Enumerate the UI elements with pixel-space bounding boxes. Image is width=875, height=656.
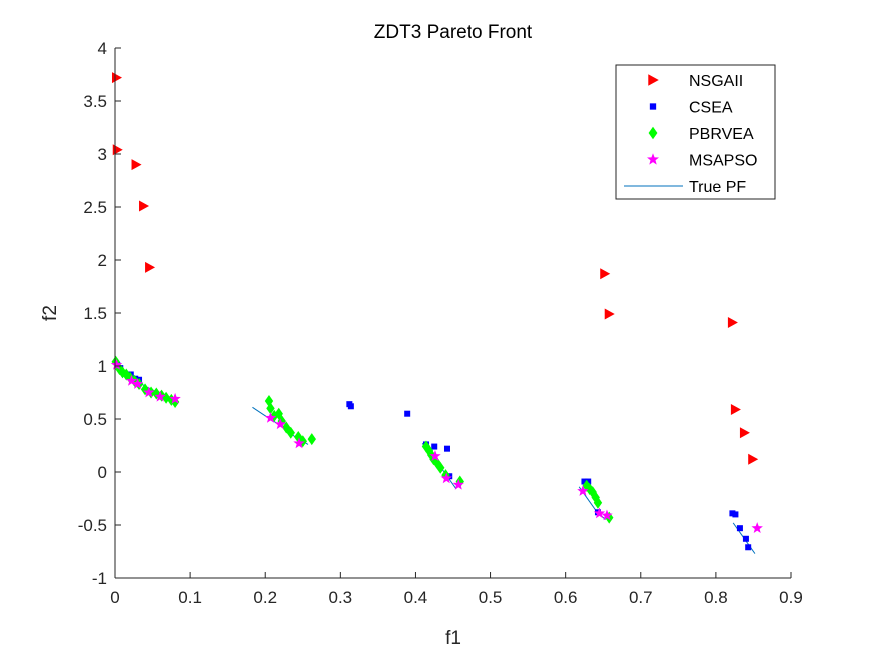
y-tick-label: 3: [98, 145, 107, 164]
pbrvea-point: [286, 426, 295, 439]
x-tick-label: 0.5: [479, 588, 503, 607]
legend-swatch-msapso: [647, 153, 659, 165]
msapso-point: [751, 522, 763, 534]
msapso-point: [110, 358, 123, 370]
msapso-point: [440, 472, 452, 484]
legend: NSGAII CSEA PBRVEA MSAPSO True PF: [615, 64, 776, 200]
csea-point: [443, 445, 450, 452]
legend-swatch-csea: [649, 103, 657, 110]
axes-layer: 0 0.1 0.2 0.3 0.4 0.5 0.6 0.7 0.8 0.9 -1 -0.5 0 0.5 1 1…: [78, 39, 803, 607]
x-tick-label: 0.8: [704, 588, 728, 607]
x-tick-label: 0.6: [554, 588, 578, 607]
nsgaii-point: [604, 308, 615, 320]
nsgaii-point: [727, 317, 738, 329]
legend-label-true-pf: True PF: [689, 179, 746, 196]
legend-swatch-nsgaii: [648, 74, 659, 86]
nsgaii-point: [131, 159, 142, 171]
csea-point: [742, 535, 749, 542]
legend-label-pbrvea: PBRVEA: [689, 126, 754, 143]
x-tick-label: 0.1: [178, 588, 202, 607]
csea-point: [347, 403, 354, 410]
pbrvea-point: [118, 366, 127, 379]
pbrvea-point: [122, 368, 131, 381]
csea-point: [446, 473, 453, 480]
y-tick-label: -1: [92, 569, 107, 588]
x-tick-label: 0.9: [779, 588, 803, 607]
chart-title: ZDT3 Pareto Front: [374, 22, 533, 43]
x-tick-label: 0.2: [253, 588, 277, 607]
pbrvea-point: [593, 496, 603, 509]
msapso-point: [131, 378, 144, 389]
csea-point: [585, 478, 592, 485]
y-tick-label: 0: [98, 463, 107, 482]
csea-point: [745, 544, 752, 551]
msapso-point: [169, 392, 181, 404]
msapso-point: [293, 437, 305, 449]
y-tick-label: 0.5: [83, 410, 107, 429]
legend-swatch-pbrvea: [648, 126, 658, 140]
nsgaii-point: [600, 268, 611, 280]
csea-point: [729, 510, 736, 517]
msapso-point: [429, 450, 441, 461]
y-tick-label: 1: [98, 357, 107, 376]
msapso-point: [143, 386, 155, 398]
series-msapso: [110, 358, 763, 534]
pbrvea-point: [307, 433, 316, 446]
pbrvea-point: [585, 482, 594, 495]
x-axis-label: f1: [445, 628, 461, 649]
csea-point: [404, 410, 411, 417]
y-tick-label: 2.5: [83, 198, 107, 217]
nsgaii-point: [739, 427, 750, 439]
legend-label-msapso: MSAPSO: [689, 153, 757, 170]
csea-point: [581, 478, 588, 485]
csea-point: [732, 511, 739, 518]
msapso-point: [593, 507, 606, 519]
y-axis-label: f2: [40, 305, 61, 321]
legend-label-nsgaii: NSGAII: [689, 73, 743, 90]
pbrvea-point: [582, 479, 591, 492]
nsgaii-point: [139, 200, 150, 212]
nsgaii-point: [748, 453, 759, 465]
msapso-point: [577, 485, 589, 496]
legend-box: [615, 64, 776, 200]
csea-point: [431, 443, 438, 450]
msapso-point: [601, 509, 613, 521]
y-tick-label: 3.5: [83, 92, 107, 111]
csea-point: [736, 525, 743, 532]
pbrvea-point: [591, 491, 600, 504]
y-tick-label: 1.5: [83, 304, 107, 323]
nsgaii-point: [730, 403, 741, 415]
y-tick-label: -0.5: [78, 516, 107, 535]
msapso-point: [154, 390, 166, 402]
msapso-point: [452, 478, 464, 490]
x-tick-label: 0: [110, 588, 119, 607]
msapso-point: [125, 374, 138, 386]
msapso-point: [274, 418, 286, 430]
x-tick-label: 0.3: [329, 588, 353, 607]
y-tick-label: 4: [98, 39, 107, 58]
pbrvea-point: [266, 402, 275, 415]
x-tick-label: 0.7: [629, 588, 653, 607]
legend-label-csea: CSEA: [689, 100, 733, 117]
x-tick-label: 0.4: [404, 588, 428, 607]
msapso-point: [264, 411, 277, 423]
nsgaii-point: [145, 261, 156, 273]
pbrvea-point: [436, 461, 445, 474]
y-tick-label: 2: [98, 251, 107, 270]
